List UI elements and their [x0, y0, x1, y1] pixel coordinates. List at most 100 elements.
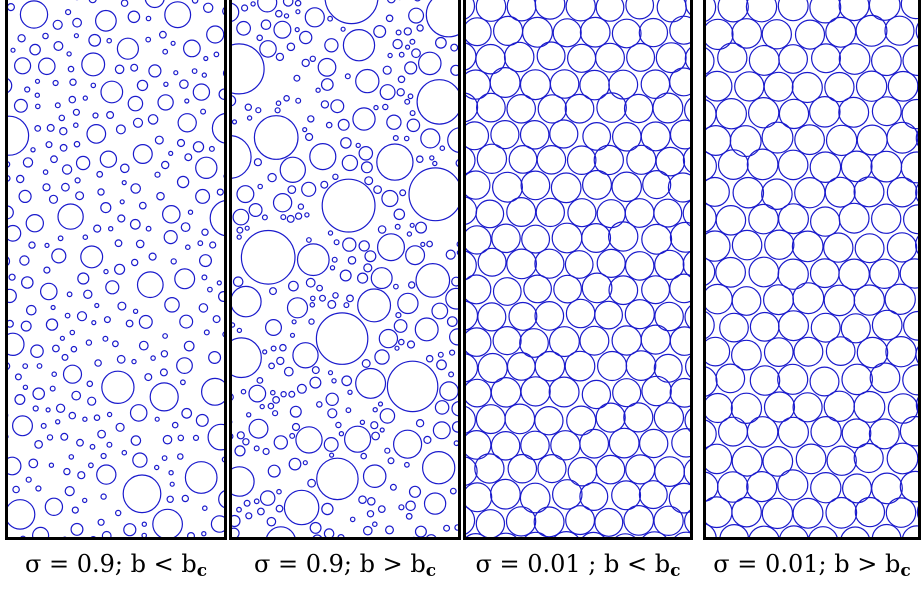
particle-circle	[20, 1, 47, 28]
particle-circle	[47, 125, 54, 132]
particle-circle	[454, 441, 458, 446]
particle-circle	[23, 158, 32, 167]
particle-circle	[131, 220, 141, 230]
caption-relation: <	[154, 550, 174, 578]
particle-circle	[86, 340, 91, 345]
particle-circle	[170, 482, 174, 486]
particle-circle	[903, 46, 918, 76]
particle-packing	[466, 0, 690, 537]
particle-circle	[716, 258, 746, 288]
particle-circle	[163, 334, 168, 339]
particle-circle	[8, 4, 14, 11]
particle-circle	[16, 374, 22, 380]
particle-circle	[322, 503, 333, 514]
particle-circle	[425, 493, 446, 514]
particle-circle	[399, 52, 404, 57]
caption-relation: >	[383, 550, 403, 578]
particle-circle	[173, 422, 178, 427]
particle-circle	[449, 372, 454, 377]
particle-circle	[101, 203, 111, 213]
particle-circle	[317, 402, 322, 407]
particle-circle	[287, 43, 294, 50]
particle-circle	[373, 408, 377, 412]
particle-circle	[670, 274, 690, 303]
particle-circle	[210, 147, 215, 152]
particle-circle	[246, 513, 252, 519]
particle-circle	[903, 365, 918, 395]
particle-circle	[779, 45, 808, 74]
particle-circle	[466, 171, 490, 199]
particle-circle	[188, 533, 195, 537]
particle-circle	[686, 0, 690, 18]
particle-circle	[669, 483, 690, 513]
particle-circle	[383, 104, 388, 109]
particle-circle	[92, 321, 96, 325]
particle-circle	[15, 99, 28, 112]
particle-circle	[478, 248, 506, 276]
particle-circle	[613, 123, 641, 151]
particle-circle	[277, 357, 284, 364]
particle-circle	[249, 204, 262, 217]
particle-circle	[63, 165, 72, 174]
particle-circle	[171, 41, 175, 45]
particle-circle	[13, 486, 19, 492]
particle-circle	[202, 229, 208, 235]
particle-circle	[466, 328, 491, 356]
particle-circle	[749, 204, 778, 233]
particle-circle	[810, 97, 840, 127]
particle-circle	[550, 70, 578, 98]
particle-circle	[247, 413, 251, 417]
particle-circle	[855, 234, 884, 263]
particle-circle	[165, 298, 179, 312]
particle-circle	[706, 310, 714, 339]
particle-circle	[46, 408, 50, 412]
caption-sigma: σ = 0.01	[713, 550, 818, 578]
particle-circle	[670, 379, 690, 408]
particle-circle	[358, 273, 368, 283]
particle-circle	[223, 7, 224, 16]
particle-packing	[706, 0, 918, 537]
particle-circle	[854, 285, 884, 315]
particle-circle	[184, 40, 201, 57]
particle-circle	[121, 0, 127, 6]
particle-circle	[122, 181, 126, 185]
particle-circle	[417, 80, 458, 124]
particle-circle	[811, 207, 840, 236]
caption-1: σ = 0.9; b < bc	[5, 545, 227, 585]
particle-circle	[432, 303, 448, 319]
particle-circle	[507, 95, 535, 123]
particle-circle	[440, 146, 444, 150]
particle-circle	[15, 58, 31, 74]
particle-circle	[78, 312, 87, 321]
particle-circle	[196, 157, 217, 178]
particle-circle	[281, 392, 286, 397]
particle-circle	[245, 226, 249, 230]
particle-circle	[162, 161, 169, 168]
particle-circle	[142, 522, 146, 526]
particle-circle	[146, 226, 151, 231]
particle-circle	[128, 11, 139, 22]
particle-circle	[706, 444, 732, 473]
particle-circle	[181, 380, 186, 385]
particle-circle	[796, 444, 826, 474]
particle-circle	[102, 371, 134, 403]
particle-circle	[9, 274, 15, 280]
particle-circle	[426, 0, 458, 37]
particle-circle	[417, 25, 423, 31]
particle-circle	[870, 259, 899, 288]
particle-circle	[353, 108, 375, 130]
particle-circle	[870, 363, 900, 393]
particle-circle	[330, 453, 334, 457]
particle-circle	[96, 10, 117, 31]
particle-circle	[317, 285, 323, 291]
particle-circle	[521, 121, 549, 149]
particle-circle	[361, 453, 366, 458]
particle-circle	[233, 120, 237, 124]
particle-circle	[359, 147, 372, 160]
particle-circle	[653, 93, 683, 123]
particle-circle	[169, 471, 173, 475]
particle-circle	[888, 72, 918, 102]
particle-circle	[235, 446, 245, 456]
particle-circle	[116, 423, 124, 431]
particle-circle	[330, 266, 334, 270]
